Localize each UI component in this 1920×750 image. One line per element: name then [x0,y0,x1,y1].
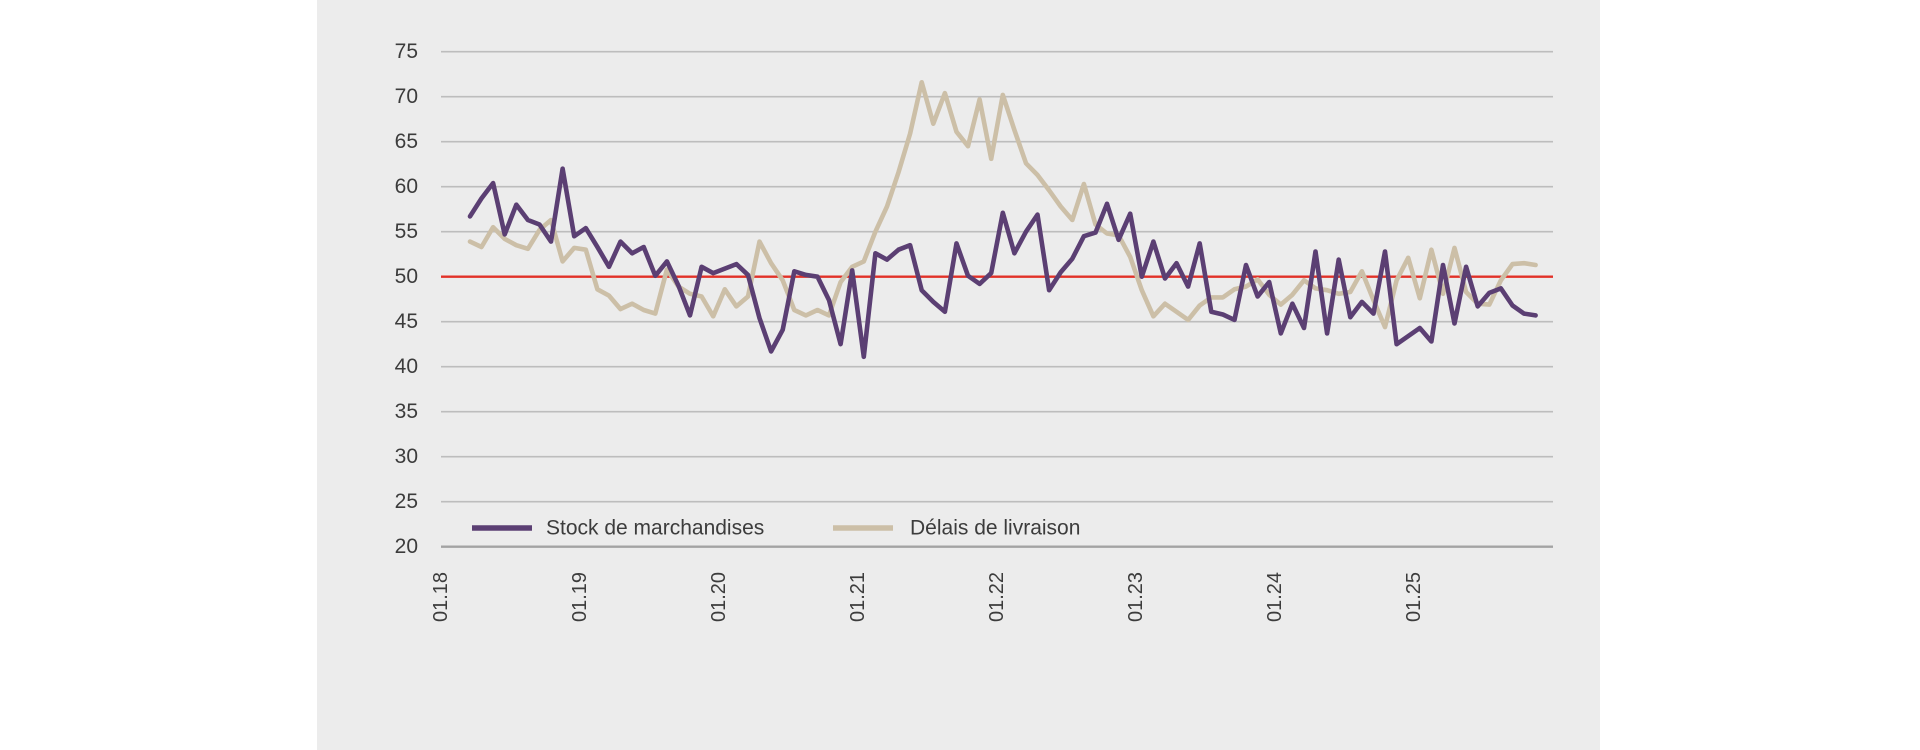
legend-label-delais-de-livraison: Délais de livraison [910,517,1080,540]
y-tick-label-70: 70 [395,85,418,108]
x-tick-label-01.22: 01.22 [986,572,1008,622]
y-tick-label-40: 40 [395,355,418,378]
x-tick-label-01.21: 01.21 [847,572,869,622]
x-tick-label-01.20: 01.20 [708,572,730,622]
y-tick-label-20: 20 [395,535,418,558]
x-tick-label-01.18: 01.18 [430,572,452,622]
y-axis-labels: 75 70 65 60 55 50 45 40 35 30 25 20 [395,40,418,558]
y-tick-label-55: 55 [395,220,418,243]
chart-panel [317,0,1600,750]
series-line-stock-de-marchandises [467,166,1538,360]
y-tick-label-35: 35 [395,400,418,423]
x-tick-label-01.23: 01.23 [1125,572,1147,622]
x-tick-label-01.25: 01.25 [1403,572,1425,622]
x-tick-label-01.24: 01.24 [1264,572,1286,622]
y-tick-label-60: 60 [395,175,418,198]
legend: Stock de marchandises Délais de livraiso… [472,517,1080,540]
legend-label-stock-de-marchandises: Stock de marchandises [546,517,764,540]
y-tick-label-45: 45 [395,310,418,333]
series-line-delais-de-livraison [467,80,1538,330]
y-tick-label-25: 25 [395,490,418,513]
y-tick-label-50: 50 [395,265,418,288]
x-tick-label-01.19: 01.19 [569,572,591,622]
x-axis-labels: 01.18 01.19 01.20 01.21 01.22 01.23 01.24 01.25 [430,572,1425,622]
y-tick-label-30: 30 [395,445,418,468]
gridlines [441,50,1553,548]
y-tick-label-75: 75 [395,40,418,63]
y-tick-label-65: 65 [395,130,418,153]
